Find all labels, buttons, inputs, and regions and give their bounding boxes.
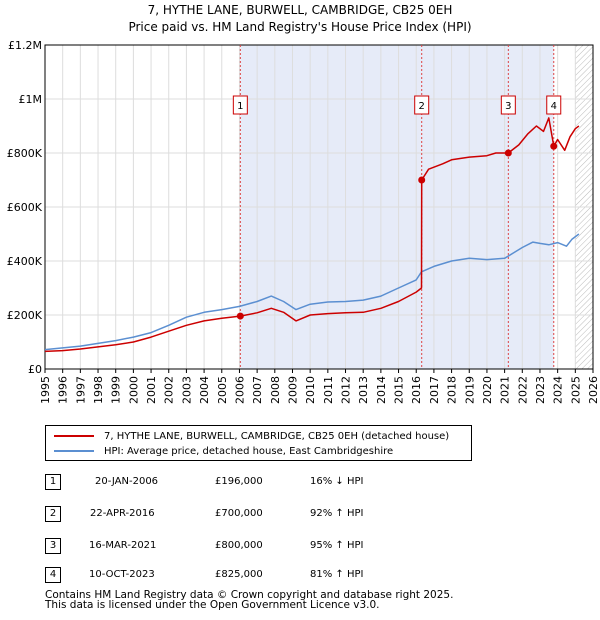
sale-marker-label: 2 [419,101,425,112]
transaction-price: £825,000 [215,569,263,580]
sale-marker-box [232,95,248,115]
x-tick-label: 1999 [110,376,123,404]
transaction-date: 10-OCT-2023 [89,569,155,580]
y-tick-label: £600K [7,201,43,214]
transaction-hpi: 81% ↑ HPI [310,569,364,580]
transaction-number: 1 [45,474,61,490]
chart-title: 7, HYTHE LANE, BURWELL, CAMBRIDGE, CB25 … [147,3,453,17]
x-tick-label: 2009 [286,376,299,404]
legend-item-hpi: HPI: Average price, detached house, East… [54,444,393,458]
transaction-date: 16-MAR-2021 [89,540,157,551]
x-tick-label: 2016 [410,376,423,404]
sale-point [504,149,512,157]
x-tick-label: 1998 [92,376,105,404]
x-tick-label: 2005 [216,376,229,404]
x-tick-label: 2022 [516,376,529,404]
x-tick-label: 2025 [569,376,582,404]
sale-marker-label: 1 [237,101,243,112]
footer: Contains HM Land Registry data © Crown c… [45,589,454,611]
transaction-row: 2 22-APR-2016 £700,000 92% ↑ HPI [0,506,600,526]
x-tick-label: 2018 [446,376,459,404]
x-tick-label: 2008 [269,376,282,404]
x-tick-label: 2019 [463,376,476,404]
transaction-row: 3 16-MAR-2021 £800,000 95% ↑ HPI [0,538,600,558]
price-chart: 1995 1996 1997 1998 1999 2000 2001 2002 2003 2004… [7,39,600,404]
x-tick-label: 2020 [481,376,494,404]
x-tick-label: 2024 [552,376,565,404]
x-tick-label: 2002 [163,376,176,404]
footer-copyright: Contains HM Land Registry data © Crown c… [45,589,454,601]
x-tick-label: 2026 [587,376,600,404]
x-tick-label: 2012 [340,376,353,404]
sale-marker-label: 4 [551,101,557,112]
x-tick-label: 2011 [322,376,335,404]
legend-swatch-hpi [54,450,94,452]
x-tick-label: 2001 [145,376,158,404]
sale-marker-box [500,95,516,115]
y-tick-label: £200K [7,309,43,322]
transaction-hpi: 92% ↑ HPI [310,508,364,519]
y-tick-label: £0 [28,363,42,376]
hpi-line [44,233,580,351]
x-tick-label: 2010 [304,376,317,404]
x-tick-label: 2004 [198,376,211,404]
legend-label-hpi: HPI: Average price, detached house, East… [104,445,394,457]
sale-point [236,312,244,320]
transaction-number: 4 [45,567,61,583]
legend-swatch-property [54,435,94,437]
y-tick-label: £400K [7,255,43,268]
transaction-date: 22-APR-2016 [90,508,155,519]
sale-marker-box [414,95,430,115]
transaction-row: 1 20-JAN-2006 £196,000 16% ↓ HPI [0,474,600,494]
x-tick-label: 1996 [57,376,70,404]
x-tick-label: 2013 [357,376,370,404]
x-tick-label: 2015 [393,376,406,404]
legend-item-property: 7, HYTHE LANE, BURWELL, CAMBRIDGE, CB25 … [54,429,449,443]
transaction-price: £700,000 [215,508,263,519]
y-tick-label: £1M [19,93,43,106]
transaction-price: £196,000 [215,476,263,487]
chart-subtitle: Price paid vs. HM Land Registry's House … [128,20,472,34]
legend-label-property: 7, HYTHE LANE, BURWELL, CAMBRIDGE, CB25 … [104,430,450,442]
x-tick-label: 2003 [180,376,193,404]
plot-border [44,44,594,370]
x-tick-label: 2007 [251,376,264,404]
transaction-date: 20-JAN-2006 [95,476,159,487]
sale-point [418,176,426,184]
x-tick-label: 2000 [127,376,140,404]
transaction-price: £800,000 [215,540,263,551]
x-tick-label: 2021 [499,376,512,404]
transaction-hpi: 95% ↑ HPI [310,540,364,551]
transaction-row: 4 10-OCT-2023 £825,000 81% ↑ HPI [0,567,600,587]
transaction-number: 2 [45,506,61,522]
y-tick-label: £800K [7,147,43,160]
legend: 7, HYTHE LANE, BURWELL, CAMBRIDGE, CB25 … [45,425,472,461]
x-tick-label: 2017 [428,376,441,404]
x-tick-label: 1995 [39,376,52,404]
property-price-line [44,117,580,353]
y-tick-label: £1.2M [8,39,42,52]
sale-point [550,142,558,150]
x-tick-label: 2023 [534,376,547,404]
sale-marker-label: 3 [505,101,511,112]
transaction-number: 3 [45,538,61,554]
x-tick-label: 2006 [233,376,246,404]
footer-licence: This data is licensed under the Open Gov… [45,599,380,611]
x-tick-label: 2014 [375,376,388,404]
x-tick-label: 1997 [74,376,87,404]
transaction-hpi: 16% ↓ HPI [310,476,364,487]
sale-marker-box [546,95,562,115]
